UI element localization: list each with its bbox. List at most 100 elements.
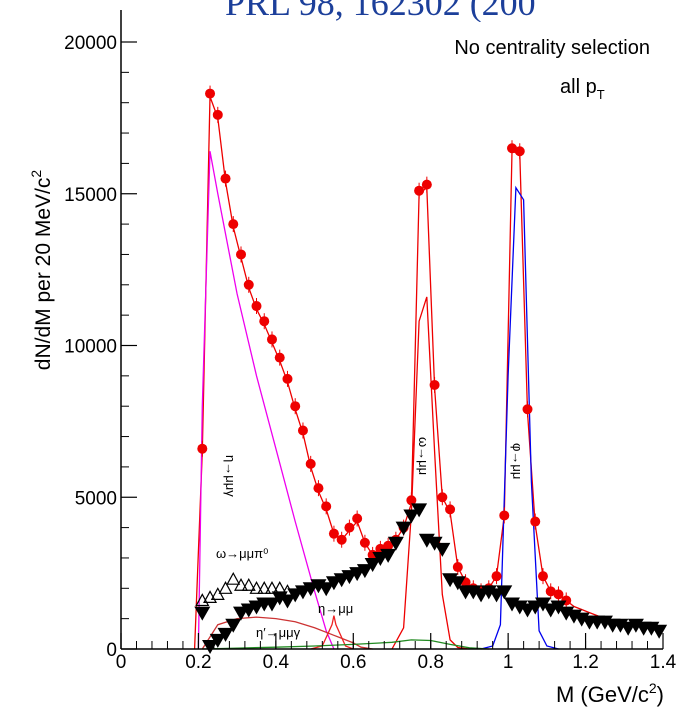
curve-5 bbox=[391, 296, 470, 650]
data-point bbox=[534, 597, 551, 612]
data-point bbox=[251, 301, 262, 312]
data-point bbox=[383, 540, 394, 551]
data-point bbox=[514, 146, 525, 157]
data-point bbox=[205, 88, 216, 99]
data-point bbox=[651, 624, 668, 639]
data-point bbox=[212, 109, 223, 120]
data-point bbox=[195, 593, 210, 607]
data-point bbox=[194, 606, 211, 621]
label-eta-mumu: η→μμ bbox=[318, 601, 353, 616]
data-point bbox=[318, 582, 335, 597]
data-point bbox=[249, 581, 264, 594]
data-point bbox=[290, 401, 301, 412]
data-point bbox=[241, 578, 256, 591]
data-point bbox=[243, 279, 254, 290]
data-point bbox=[264, 581, 279, 594]
data-point bbox=[328, 528, 339, 539]
x-axis-label-main: M (GeV/c bbox=[556, 682, 649, 707]
data-point bbox=[359, 537, 370, 548]
y-tick-label: 5000 bbox=[75, 488, 117, 509]
x-tick-label: 1 bbox=[503, 652, 514, 673]
data-point bbox=[266, 334, 277, 345]
data-point bbox=[380, 548, 397, 563]
x-tick-label: 1.2 bbox=[572, 652, 598, 673]
data-point bbox=[321, 501, 332, 512]
annotation-centrality: No centrality selection bbox=[454, 37, 650, 59]
data-point bbox=[234, 578, 249, 591]
data-point bbox=[426, 536, 443, 551]
data-point bbox=[395, 521, 412, 536]
y-tick-label: 15000 bbox=[64, 185, 117, 206]
x-tick-label: 0.4 bbox=[263, 652, 290, 673]
data-point bbox=[387, 536, 404, 551]
data-point bbox=[274, 352, 285, 363]
data-point bbox=[411, 503, 428, 518]
data-point bbox=[313, 483, 324, 494]
annotation-pt: all pT bbox=[560, 76, 605, 102]
data-point bbox=[522, 404, 533, 415]
data-point bbox=[545, 586, 556, 597]
data-point bbox=[537, 571, 548, 582]
data-point bbox=[305, 458, 316, 469]
data-point bbox=[414, 185, 425, 196]
data-point bbox=[496, 585, 513, 600]
x-tick-label: 0.6 bbox=[340, 652, 366, 673]
data-point bbox=[297, 425, 308, 436]
x-tick-label: 0.8 bbox=[418, 652, 444, 673]
label-phi-mumu: φ→μμ bbox=[510, 443, 525, 479]
data-point bbox=[434, 542, 451, 557]
data-point bbox=[226, 571, 241, 585]
data-point bbox=[403, 509, 420, 524]
data-point bbox=[279, 594, 296, 609]
data-point bbox=[356, 564, 373, 579]
y-tick-label: 20000 bbox=[64, 33, 117, 54]
x-tick-label: 1.4 bbox=[650, 652, 677, 673]
data-point bbox=[445, 504, 456, 515]
data-point bbox=[272, 581, 287, 594]
data-point bbox=[499, 510, 510, 521]
curve-6 bbox=[480, 185, 559, 650]
data-point bbox=[452, 562, 463, 573]
data-point bbox=[263, 597, 280, 612]
data-point bbox=[225, 618, 242, 633]
x-tick-label: 0.2 bbox=[185, 652, 211, 673]
y-tick-label: 0 bbox=[106, 640, 117, 661]
tick-layer: 0 0.2 0.4 0.6 0.8 1 1.2 1.4 0 5000 10000 15000 20000 bbox=[64, 33, 676, 673]
data-point bbox=[220, 173, 231, 184]
data-point bbox=[280, 584, 295, 597]
data-point bbox=[217, 627, 234, 642]
data-point bbox=[344, 522, 355, 533]
label-omega-mumu: ω→μμ bbox=[416, 437, 431, 475]
data-point bbox=[197, 443, 208, 454]
x-tick-label: 0 bbox=[116, 652, 127, 673]
data-point bbox=[259, 316, 270, 327]
data-point bbox=[429, 379, 440, 390]
marker-layer bbox=[194, 85, 668, 654]
data-point bbox=[406, 495, 417, 506]
data-point bbox=[364, 558, 381, 573]
y-tick-label: 10000 bbox=[64, 337, 117, 358]
data-point bbox=[228, 219, 239, 230]
data-point bbox=[553, 589, 564, 600]
curve-4 bbox=[197, 151, 335, 650]
data-point bbox=[236, 249, 247, 260]
x-axis-label: M (GeV/c2) bbox=[556, 680, 664, 707]
x-axis-label-end: ) bbox=[657, 682, 664, 707]
data-point bbox=[421, 179, 432, 190]
data-point bbox=[218, 581, 233, 594]
data-point bbox=[257, 581, 272, 594]
y-axis-label-main: dN/dM per 20 MeV/c bbox=[32, 178, 55, 371]
data-point bbox=[550, 600, 567, 615]
banner-text: PRL 98, 162302 (200 bbox=[225, 0, 536, 22]
data-point bbox=[282, 373, 293, 384]
annotation-pt-main: all p bbox=[560, 76, 597, 98]
data-point bbox=[491, 571, 502, 582]
curve-9 bbox=[202, 639, 489, 650]
x-axis-label-sup: 2 bbox=[649, 680, 657, 696]
label-etaprime-mumugamma: η′→μμγ bbox=[256, 625, 301, 640]
data-point bbox=[437, 492, 448, 503]
y-axis-label-sup: 2 bbox=[28, 170, 44, 178]
y-axis-label: dN/dM per 20 MeV/c2 bbox=[28, 170, 55, 371]
data-point bbox=[449, 576, 466, 591]
